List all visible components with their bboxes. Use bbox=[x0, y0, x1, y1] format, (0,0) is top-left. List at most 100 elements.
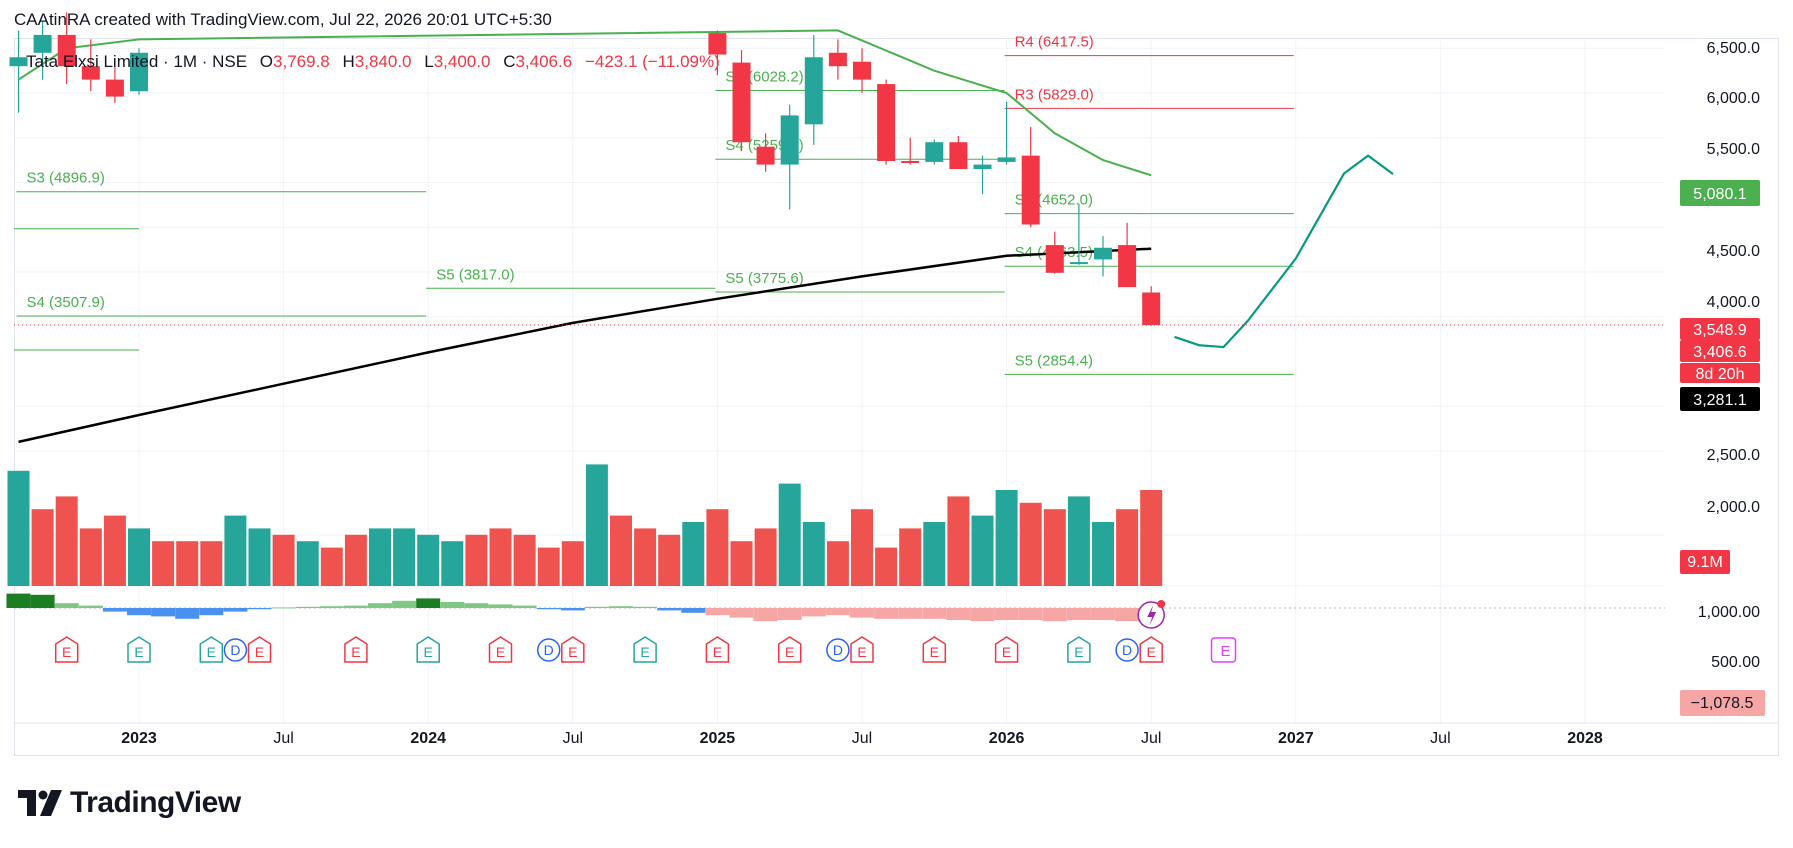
symbol-legend[interactable]: Tata Elxsi Limited · 1M · NSE O3,769.8 H… bbox=[26, 52, 720, 72]
volume-bar bbox=[79, 528, 102, 586]
earnings-marker[interactable] bbox=[344, 636, 368, 663]
candle-body[interactable] bbox=[708, 33, 727, 55]
candle-body[interactable] bbox=[1094, 247, 1112, 260]
earnings-marker-label: E bbox=[255, 644, 264, 660]
candle-body[interactable] bbox=[105, 79, 124, 97]
candle-body[interactable] bbox=[828, 52, 847, 67]
earnings-marker-label: E bbox=[785, 644, 794, 660]
candle-body[interactable] bbox=[877, 84, 896, 162]
earnings-marker[interactable] bbox=[127, 636, 151, 663]
volume-bar bbox=[128, 528, 150, 586]
oscillator-bar bbox=[512, 605, 537, 608]
volume-bar bbox=[7, 470, 30, 586]
legend-low-label: L bbox=[424, 52, 434, 71]
dividend-marker-label: D bbox=[1122, 642, 1132, 658]
earnings-marker-label: E bbox=[424, 644, 433, 660]
dividend-marker[interactable] bbox=[826, 638, 850, 662]
candle-body[interactable] bbox=[57, 34, 76, 67]
earnings-marker[interactable] bbox=[488, 636, 513, 663]
oscillator-bar bbox=[223, 608, 248, 612]
earnings-marker[interactable] bbox=[705, 636, 730, 663]
dividend-marker[interactable] bbox=[536, 638, 561, 662]
oscillator-bar bbox=[368, 603, 392, 608]
volume-bar bbox=[1043, 509, 1066, 586]
candle-body[interactable] bbox=[9, 57, 28, 67]
candle-body[interactable] bbox=[1021, 155, 1040, 225]
volume-bar bbox=[875, 547, 898, 586]
earnings-marker-label: E bbox=[62, 644, 71, 660]
candle-body[interactable] bbox=[1069, 262, 1088, 265]
x-axis-tick-label: 2026 bbox=[989, 730, 1025, 747]
earnings-marker-label: E bbox=[857, 644, 866, 660]
candle-body[interactable] bbox=[925, 142, 944, 162]
volume-bar bbox=[369, 528, 391, 586]
oscillator-bar bbox=[6, 593, 31, 608]
oscillator-label: −1,078.5 bbox=[1691, 695, 1754, 712]
earnings-marker[interactable] bbox=[247, 636, 272, 663]
earnings-marker[interactable] bbox=[994, 636, 1019, 663]
candle-body[interactable] bbox=[780, 115, 799, 165]
earnings-marker[interactable] bbox=[54, 636, 79, 663]
oscillator-bar bbox=[416, 598, 441, 608]
volume-label: 9.1M bbox=[1687, 554, 1723, 571]
candle-body[interactable] bbox=[732, 62, 751, 143]
candle-body[interactable] bbox=[901, 161, 920, 164]
volume-bar bbox=[393, 528, 416, 586]
oscillator-bar bbox=[898, 608, 923, 619]
candle-body[interactable] bbox=[997, 157, 1016, 162]
oscillator-bar bbox=[850, 608, 874, 618]
oscillator-bar bbox=[392, 600, 417, 608]
earnings-marker-label: E bbox=[496, 644, 505, 660]
volume-bar bbox=[802, 522, 825, 586]
earnings-upcoming-marker[interactable] bbox=[1210, 637, 1237, 663]
earnings-marker[interactable] bbox=[1139, 636, 1163, 663]
volume-bar bbox=[1019, 502, 1042, 586]
candle-body[interactable] bbox=[81, 66, 100, 80]
dividend-marker[interactable] bbox=[223, 638, 248, 662]
y-axis-tick-label: 4,500.0 bbox=[1707, 243, 1760, 260]
candle-body[interactable] bbox=[756, 146, 775, 165]
y-axis-tick-label: 2,500.0 bbox=[1707, 447, 1760, 464]
earnings-marker[interactable] bbox=[850, 636, 874, 663]
pivot-label: S4 (3507.9) bbox=[27, 294, 105, 311]
dividend-marker[interactable] bbox=[1115, 638, 1139, 662]
candle-body[interactable] bbox=[804, 57, 823, 125]
candle-body[interactable] bbox=[33, 34, 52, 53]
legend-close-label: C bbox=[503, 52, 516, 71]
candle-body[interactable] bbox=[853, 61, 871, 80]
volume-bar bbox=[851, 509, 873, 586]
earnings-marker[interactable] bbox=[922, 636, 947, 663]
earnings-marker[interactable] bbox=[416, 636, 440, 663]
candle-body[interactable] bbox=[949, 142, 968, 170]
legend-symbol[interactable]: Tata Elxsi Limited · 1M · NSE bbox=[26, 52, 248, 71]
tradingview-logo[interactable]: TradingView bbox=[18, 786, 241, 820]
x-axis-tick-label: 2025 bbox=[700, 730, 736, 747]
volume-bar bbox=[1092, 522, 1114, 586]
candle-body[interactable] bbox=[973, 164, 992, 170]
earnings-marker-label: E bbox=[713, 644, 722, 660]
candle-body[interactable] bbox=[1142, 292, 1161, 326]
volume-bar bbox=[754, 528, 777, 586]
earnings-marker[interactable] bbox=[199, 636, 224, 663]
pivot-label: R4 (6417.5) bbox=[1015, 34, 1094, 51]
candle-body[interactable] bbox=[1045, 245, 1064, 273]
oscillator-bar bbox=[994, 608, 1019, 620]
candle-body[interactable] bbox=[1118, 245, 1137, 288]
volume-bar bbox=[320, 547, 343, 586]
oscillator-bar bbox=[681, 608, 706, 613]
volume-bar bbox=[634, 528, 657, 586]
earnings-marker[interactable] bbox=[777, 636, 802, 663]
volume-bar bbox=[417, 534, 440, 586]
earnings-marker[interactable] bbox=[1067, 636, 1091, 663]
projection-drawing[interactable] bbox=[1174, 154, 1394, 349]
price-label: 5,080.1 bbox=[1693, 186, 1746, 203]
volume-bar bbox=[489, 528, 512, 586]
candle-body[interactable] bbox=[130, 52, 148, 92]
volume-bar bbox=[152, 541, 175, 586]
price-label-box bbox=[1680, 318, 1760, 340]
volume-bar bbox=[200, 541, 223, 586]
earnings-marker[interactable] bbox=[561, 636, 585, 663]
earnings-marker[interactable] bbox=[633, 636, 657, 663]
oscillator-bar bbox=[584, 606, 609, 608]
